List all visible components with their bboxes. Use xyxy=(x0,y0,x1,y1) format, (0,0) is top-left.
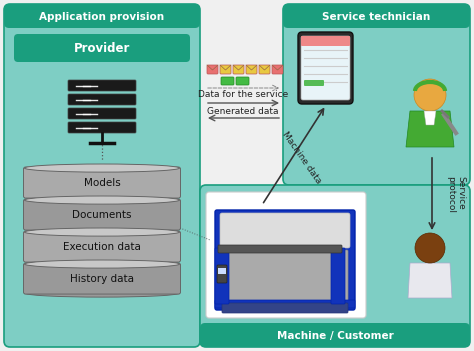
Circle shape xyxy=(414,79,446,111)
FancyBboxPatch shape xyxy=(206,192,366,318)
FancyBboxPatch shape xyxy=(283,4,470,185)
Text: Models: Models xyxy=(83,178,120,187)
FancyBboxPatch shape xyxy=(217,265,227,283)
FancyBboxPatch shape xyxy=(24,231,181,262)
Polygon shape xyxy=(408,263,452,298)
FancyBboxPatch shape xyxy=(331,248,345,304)
Text: Machine / Customer: Machine / Customer xyxy=(277,331,393,341)
FancyBboxPatch shape xyxy=(246,65,257,74)
FancyBboxPatch shape xyxy=(220,213,350,248)
FancyBboxPatch shape xyxy=(218,245,342,253)
FancyBboxPatch shape xyxy=(283,4,470,28)
FancyBboxPatch shape xyxy=(14,34,190,62)
Ellipse shape xyxy=(25,225,180,233)
Text: Machine data: Machine data xyxy=(281,130,323,186)
FancyBboxPatch shape xyxy=(68,122,136,133)
Text: Service technician: Service technician xyxy=(322,12,430,22)
FancyBboxPatch shape xyxy=(68,108,136,119)
FancyBboxPatch shape xyxy=(200,323,470,347)
Text: Documents: Documents xyxy=(72,210,132,220)
Text: Data for the service: Data for the service xyxy=(198,90,288,99)
Text: Application provision: Application provision xyxy=(39,12,164,22)
FancyBboxPatch shape xyxy=(301,36,350,100)
FancyBboxPatch shape xyxy=(298,32,353,104)
Circle shape xyxy=(415,233,445,263)
Ellipse shape xyxy=(25,228,180,236)
FancyBboxPatch shape xyxy=(222,303,348,313)
Ellipse shape xyxy=(25,289,180,297)
FancyBboxPatch shape xyxy=(233,65,244,74)
FancyBboxPatch shape xyxy=(24,263,181,294)
FancyBboxPatch shape xyxy=(68,94,136,105)
Ellipse shape xyxy=(25,260,180,268)
FancyBboxPatch shape xyxy=(304,80,324,86)
FancyBboxPatch shape xyxy=(215,248,229,304)
Text: Execution data: Execution data xyxy=(63,241,141,252)
FancyBboxPatch shape xyxy=(222,250,348,305)
FancyBboxPatch shape xyxy=(4,4,200,28)
Text: Provider: Provider xyxy=(74,42,130,55)
Ellipse shape xyxy=(25,164,180,172)
FancyBboxPatch shape xyxy=(218,268,226,274)
FancyBboxPatch shape xyxy=(221,77,234,85)
Ellipse shape xyxy=(25,257,180,265)
FancyBboxPatch shape xyxy=(68,80,136,91)
Text: Service
protocol: Service protocol xyxy=(446,176,465,212)
FancyBboxPatch shape xyxy=(220,65,231,74)
Text: History data: History data xyxy=(70,273,134,284)
FancyBboxPatch shape xyxy=(215,210,355,310)
FancyBboxPatch shape xyxy=(207,65,218,74)
FancyBboxPatch shape xyxy=(259,65,270,74)
Ellipse shape xyxy=(25,193,180,201)
Text: Generated data: Generated data xyxy=(207,107,279,116)
FancyBboxPatch shape xyxy=(4,4,200,347)
FancyBboxPatch shape xyxy=(215,300,355,308)
Ellipse shape xyxy=(25,196,180,204)
FancyBboxPatch shape xyxy=(236,77,249,85)
FancyBboxPatch shape xyxy=(24,167,181,198)
FancyBboxPatch shape xyxy=(301,36,350,46)
Polygon shape xyxy=(424,111,436,125)
FancyBboxPatch shape xyxy=(24,199,181,230)
FancyBboxPatch shape xyxy=(200,185,470,347)
FancyBboxPatch shape xyxy=(272,65,283,74)
Polygon shape xyxy=(406,111,454,147)
